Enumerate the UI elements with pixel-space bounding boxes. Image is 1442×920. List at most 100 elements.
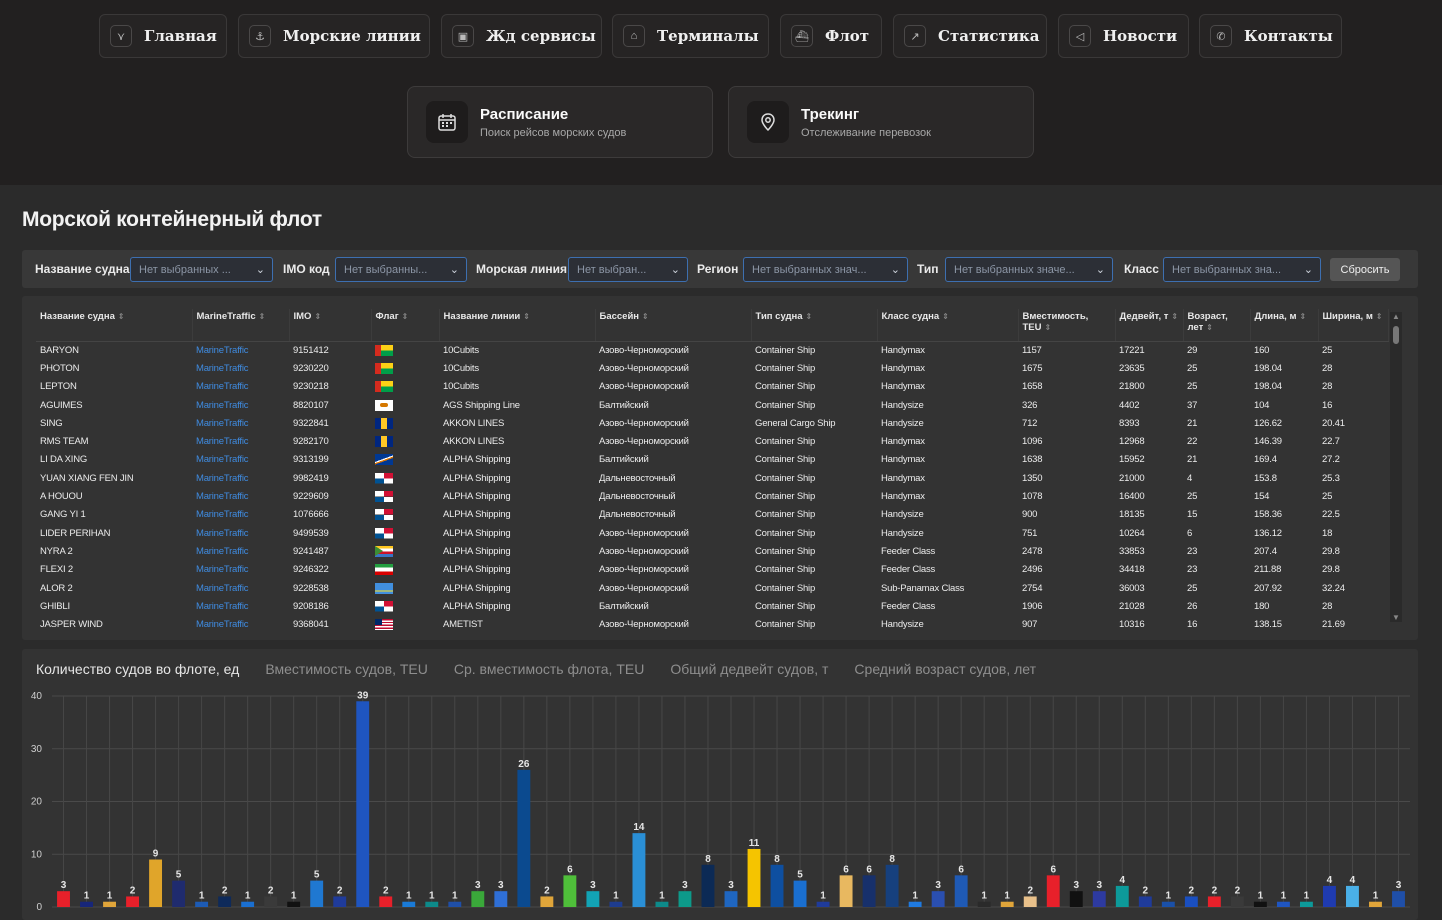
chart-bar[interactable] (1299, 901, 1313, 907)
table-scrollbar[interactable]: ▲ ▼ (1390, 312, 1402, 622)
table-row[interactable]: JASPER WIND MarineTraffic 9368041 AMETIST Аз… (36, 615, 1388, 633)
tab-avg-age[interactable]: Средний возраст судов, лет (854, 661, 1037, 677)
column-header[interactable]: Возраст, лет ⇕ (1183, 309, 1251, 342)
sort-icon[interactable]: ⇕ (805, 312, 813, 321)
sort-icon[interactable]: ⇕ (314, 312, 322, 321)
table-row[interactable]: SING MarineTraffic 9322841 AKKON LINES Азово… (36, 414, 1388, 432)
chart-bar[interactable] (862, 875, 876, 907)
chart-bar[interactable] (655, 901, 669, 907)
chart-bar[interactable] (931, 891, 945, 907)
chart-bar[interactable] (172, 880, 186, 907)
chart-bar[interactable] (1276, 901, 1290, 907)
chart-bar[interactable] (908, 901, 922, 907)
sort-icon[interactable]: ⇕ (401, 312, 409, 321)
nav-contacts[interactable]: ✆ Контакты (1199, 14, 1342, 58)
table-row[interactable]: GANG YI 1 MarineTraffic 1076666 ALPHA Shipp… (36, 506, 1388, 524)
sort-icon[interactable]: ⇕ (258, 312, 266, 321)
chart-bar[interactable] (517, 769, 531, 907)
sort-icon[interactable]: ⇕ (1171, 312, 1179, 321)
chart-bar[interactable] (402, 901, 416, 907)
marinetraffic-link[interactable]: MarineTraffic (196, 344, 249, 356)
chart-bar[interactable] (678, 891, 692, 907)
chart-bar[interactable] (287, 901, 301, 907)
nav-news[interactable]: ◁ Новости (1058, 14, 1189, 58)
chart-bar[interactable] (1346, 885, 1359, 907)
table-row[interactable]: GHIBLI MarineTraffic 9208186 ALPHA Shipping… (36, 597, 1388, 615)
sort-icon[interactable]: ⇕ (1206, 323, 1213, 332)
column-header[interactable]: MarineTraffic ⇕ (192, 309, 290, 342)
marinetraffic-link[interactable]: MarineTraffic (196, 619, 249, 631)
chart-bar[interactable] (770, 864, 784, 907)
chart-bar[interactable] (149, 859, 163, 907)
table-row[interactable]: FLEXI 2 MarineTraffic 9246322 ALPHA Shippin… (36, 561, 1388, 579)
chart-bar[interactable] (724, 891, 738, 907)
nav-home[interactable]: ⋎ Главная (99, 14, 227, 58)
chart-bar[interactable] (885, 864, 899, 907)
chart-bar[interactable] (448, 901, 462, 907)
imo-select[interactable]: Нет выбранны... ⌄ (335, 257, 467, 282)
chart-bar[interactable] (701, 864, 715, 907)
table-row[interactable]: LIDER PERIHAN MarineTraffic 9499539 ALPHA S… (36, 524, 1388, 542)
chart-bar[interactable] (1253, 901, 1267, 907)
marinetraffic-link[interactable]: MarineTraffic (196, 472, 249, 484)
chart-bar[interactable] (954, 875, 968, 907)
nav-fleet[interactable]: ⛴ Флот (780, 14, 882, 58)
chart-bar[interactable] (1369, 901, 1382, 907)
chart-bar[interactable] (816, 901, 830, 907)
marinetraffic-link[interactable]: MarineTraffic (196, 417, 249, 429)
table-row[interactable]: NYRA 2 MarineTraffic 9241487 ALPHA Shipping… (36, 542, 1388, 560)
chart-bar[interactable] (1184, 896, 1198, 907)
column-header[interactable]: Вместимость, TEU ⇕ (1018, 309, 1116, 342)
tab-deadweight[interactable]: Общий дедвейт судов, т (670, 661, 829, 677)
chart-bar[interactable] (1000, 901, 1014, 907)
marinetraffic-link[interactable]: MarineTraffic (196, 436, 249, 448)
chart-bar[interactable] (1046, 875, 1060, 907)
chart-bar[interactable] (1069, 891, 1083, 907)
class-select[interactable]: Нет выбранных зна... ⌄ (1163, 257, 1321, 282)
scroll-down-icon[interactable]: ▼ (1392, 613, 1400, 622)
chart-bar[interactable] (218, 896, 232, 907)
marinetraffic-link[interactable]: MarineTraffic (196, 381, 249, 393)
column-header[interactable]: Бассейн ⇕ (595, 309, 752, 342)
chart-bar[interactable] (839, 875, 853, 907)
nav-terminals[interactable]: ⌂ Терминалы (612, 14, 769, 58)
column-header[interactable]: Название судна ⇕ (36, 309, 193, 342)
chart-bar[interactable] (540, 896, 554, 907)
column-header[interactable]: IMO ⇕ (289, 309, 372, 342)
marinetraffic-link[interactable]: MarineTraffic (196, 454, 249, 466)
column-header[interactable]: Тип судна ⇕ (751, 309, 878, 342)
nav-statistics[interactable]: ↗ Статистика (893, 14, 1047, 58)
column-header[interactable]: Дедвейт, т ⇕ (1115, 309, 1184, 342)
table-row[interactable]: PHOTON MarineTraffic 9230220 10Cubits Азово-… (36, 359, 1388, 377)
marinetraffic-link[interactable]: MarineTraffic (196, 564, 249, 576)
sort-icon[interactable]: ⇕ (642, 312, 649, 321)
marinetraffic-link[interactable]: MarineTraffic (196, 362, 249, 374)
nav-rail-services[interactable]: ▣ Жд сервисы (441, 14, 602, 58)
nav-sea-lines[interactable]: ⚓ Морские линии (238, 14, 430, 58)
chart-bar[interactable] (1138, 896, 1152, 907)
chart-bar[interactable] (195, 901, 209, 907)
tab-capacity[interactable]: Вместимость судов, TEU (265, 661, 428, 677)
sort-icon[interactable]: ⇕ (1044, 323, 1052, 332)
sort-icon[interactable]: ⇕ (1299, 312, 1307, 321)
chart-bar[interactable] (1322, 885, 1336, 907)
column-header[interactable]: Ширина, м ⇕ (1318, 309, 1389, 342)
table-row[interactable]: LI DA XING MarineTraffic 9313199 ALPHA Ship… (36, 451, 1388, 469)
chart-bar[interactable] (1230, 896, 1244, 907)
marinetraffic-link[interactable]: MarineTraffic (196, 582, 249, 594)
sort-icon[interactable]: ⇕ (1375, 312, 1383, 321)
table-row[interactable]: A HOUOU MarineTraffic 9229609 ALPHA Shippin… (36, 487, 1388, 505)
chart-bar[interactable] (977, 901, 991, 907)
tab-vessel-count[interactable]: Количество судов во флоте, ед (36, 661, 240, 677)
sort-icon[interactable]: ⇕ (942, 312, 949, 321)
table-row[interactable]: RMS TEAM MarineTraffic 9282170 AKKON LINES А… (36, 432, 1388, 450)
chart-bar[interactable] (632, 833, 646, 907)
marinetraffic-link[interactable]: MarineTraffic (196, 491, 249, 503)
chart-bar[interactable] (747, 848, 761, 907)
chart-bar[interactable] (1207, 896, 1221, 907)
chart-bar[interactable] (586, 891, 600, 907)
chart-bar[interactable] (609, 901, 623, 907)
chart-bar[interactable] (103, 901, 116, 907)
chart-bar[interactable] (1023, 896, 1037, 907)
chart-bar[interactable] (241, 901, 255, 907)
